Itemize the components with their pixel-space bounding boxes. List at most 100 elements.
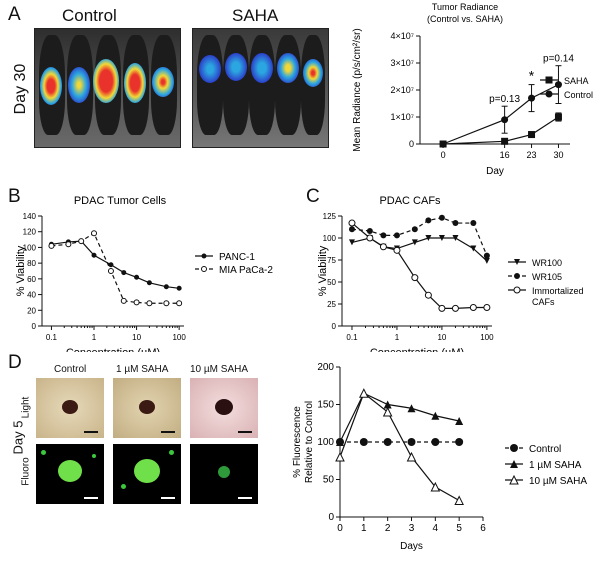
data-point (393, 232, 400, 239)
panel-a-group-label-saha: SAHA (232, 6, 279, 25)
data-point (91, 252, 97, 258)
chart-d-fluorescence: 0 50 100 150 200 0 1 2 3 4 5 6 Days % Fluorescence Rel… (292, 362, 587, 552)
bioluminescence-signal (225, 53, 247, 81)
series-line-panc-1 (51, 240, 180, 289)
legend-label: 1 µM SAHA (529, 460, 582, 471)
chart-title: Tumor Radiance (432, 2, 498, 12)
y-tick-label: 1×10⁷ (390, 112, 414, 122)
legend-marker (510, 444, 518, 452)
data-point (383, 400, 392, 409)
legend-marker (510, 460, 518, 468)
series-line-mia-paca-2 (51, 232, 180, 304)
data-point (470, 220, 477, 227)
data-point (407, 404, 416, 413)
data-point (176, 285, 182, 291)
y-axis-label: Mean Radiance (p/s/cm²/sr) (352, 28, 363, 151)
legend-marker (201, 266, 207, 272)
x-tick-label: 10 (132, 333, 141, 342)
scale-bar (84, 497, 98, 499)
legend-label: WR100 (532, 258, 562, 268)
y-tick-label: 200 (317, 362, 334, 373)
legend-label: SAHA (564, 76, 589, 86)
bioluminescence-signal (124, 63, 146, 103)
legend-label: PANC-1 (219, 252, 255, 263)
legend-marker (545, 90, 553, 98)
data-point (424, 291, 432, 299)
chart-title: PDAC CAFs (379, 195, 441, 207)
data-point (501, 137, 509, 145)
ivis-image-saha (192, 28, 329, 148)
data-point (528, 94, 536, 102)
y-tick-label: 40 (27, 291, 36, 300)
data-point (65, 241, 72, 248)
legend-label: CAFs (532, 297, 555, 307)
y-tick-label: 50 (323, 475, 335, 486)
data-point (431, 438, 440, 446)
data-point (382, 406, 393, 417)
data-point (411, 274, 419, 282)
data-point (366, 227, 373, 234)
data-point (359, 438, 368, 446)
spheroid-fluoro-1um (113, 444, 181, 504)
data-point (379, 243, 387, 251)
data-point (146, 300, 153, 307)
data-point (483, 304, 491, 312)
legend-marker (513, 286, 521, 294)
y-tick-label: 0 (328, 512, 334, 523)
y-tick-label: 75 (327, 256, 336, 265)
x-tick-label: 5 (456, 523, 462, 534)
data-point (335, 451, 345, 462)
legend-marker (514, 273, 520, 279)
x-tick-label: 23 (527, 150, 537, 160)
y-axis-label: % Viability (15, 245, 27, 296)
legend-marker (514, 259, 520, 265)
x-tick-label: 0 (441, 150, 446, 160)
y-tick-label: 0 (332, 322, 337, 331)
spheroid-fluoro-control (36, 444, 104, 504)
data-point (380, 232, 387, 239)
bioluminescence-signal (93, 59, 119, 103)
spheroid-light-1um (113, 378, 181, 438)
data-point (107, 268, 114, 274)
data-point (438, 304, 446, 312)
y-tick-label: 0 (409, 139, 414, 149)
data-point (411, 239, 418, 246)
data-point (121, 270, 127, 276)
bioluminescence-signal (303, 59, 323, 87)
data-point (383, 438, 392, 446)
data-point (359, 388, 369, 398)
y-tick-label: 2×10⁷ (390, 85, 414, 95)
bioluminescence-signal (251, 53, 273, 83)
bioluminescence-signal (199, 55, 221, 83)
y-tick-label: 25 (327, 300, 336, 309)
y-axis-label: % Viability (317, 245, 329, 296)
series-line-wr100 (351, 237, 488, 262)
bioluminescence-signal (68, 67, 90, 103)
legend-marker (509, 474, 519, 485)
x-axis-label: Concentration (µM) (370, 347, 464, 352)
data-point (455, 438, 464, 446)
data-point (163, 300, 170, 307)
panel-letter-a: A (8, 4, 21, 25)
legend-label: MIA PaCa-2 (219, 265, 273, 276)
data-point (438, 214, 445, 221)
data-point (554, 81, 562, 89)
panel-d-column-label-10um: 10 µM SAHA (190, 364, 249, 375)
data-point (78, 238, 85, 245)
series-line-control (442, 84, 559, 145)
y-tick-label: 0 (32, 322, 37, 331)
data-point (454, 495, 464, 505)
chart-c-pdac-cafs: 0 25 50 75 100 125 0.1 1 10 100 PDAC CAFs Concentra… (317, 195, 584, 352)
scale-bar (238, 497, 252, 499)
data-point (425, 217, 432, 224)
legend-label: WR105 (532, 272, 562, 282)
legend-marker (545, 76, 553, 84)
x-axis-label: Day (486, 166, 504, 177)
x-tick-label: 100 (172, 333, 186, 342)
spheroid-light-10um (190, 378, 258, 438)
chart-b-pdac-tumor-cells: 0 20 40 60 80 100 120 140 0.1 1 10 100 PDAC Tumor Ce… (15, 195, 273, 352)
panel-letter-d: D (8, 352, 22, 373)
x-tick-label: 1 (395, 333, 400, 342)
panel-letter-b: B (8, 186, 21, 207)
x-tick-label: 100 (480, 333, 494, 342)
